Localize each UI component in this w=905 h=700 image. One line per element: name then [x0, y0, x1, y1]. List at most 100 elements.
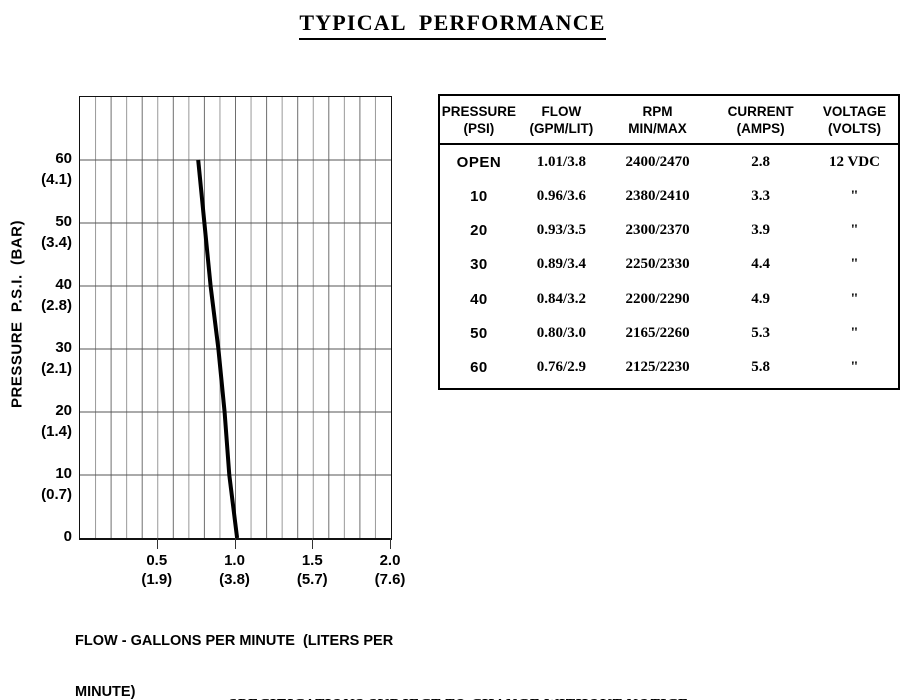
- y-tick-label: 60 (4.1): [0, 148, 72, 190]
- table-cell: 2125/2230: [625, 359, 690, 376]
- y-tick-label: 0: [0, 526, 72, 547]
- table-header-cell: CURRENT (AMPS): [710, 103, 811, 137]
- y-axis-title: PRESSURE P.S.I. (BAR): [8, 220, 26, 408]
- chart-grid-and-line: [80, 97, 391, 538]
- table-cell: 10: [470, 187, 488, 205]
- table-cell: 3.9: [751, 222, 770, 239]
- y-tick-psi: 30: [55, 339, 72, 356]
- table-cell: 1.01/3.8: [536, 153, 586, 170]
- header-line1: PRESSURE: [441, 104, 517, 119]
- header-line2: (GPM/LIT): [529, 121, 594, 136]
- table-row: 60 0.76/2.9 2125/2230 5.8 ": [440, 359, 898, 376]
- table-cell: 4.4: [751, 256, 770, 273]
- table-header-cell: VOLTAGE (VOLTS): [811, 103, 898, 137]
- table-cell: 0.76/2.9: [536, 359, 586, 376]
- x-tick-lit: (1.9): [141, 571, 173, 588]
- table-body: OPEN 1.01/3.8 2400/2470 2.8 12 VDC 10 0.96/3.6…: [440, 145, 898, 385]
- y-tick-bar: (2.8): [41, 297, 72, 314]
- y-tick-psi: 60: [55, 150, 72, 167]
- header-line2: (AMPS): [736, 121, 785, 136]
- table-cell: 12 VDC: [828, 153, 880, 170]
- y-tick-label: 50 (3.4): [0, 211, 72, 253]
- x-tick-lit: (5.7): [296, 571, 328, 588]
- table-cell: ": [850, 187, 859, 204]
- table-cell: ": [850, 359, 859, 376]
- x-tick-label: 1.5 (5.7): [270, 551, 354, 589]
- x-tick-mark: [312, 538, 314, 549]
- table-cell: 0.93/3.5: [536, 222, 586, 239]
- footnotes: -SPECIFICATIONS SUBJECT TO CHANGE WITHOU…: [222, 652, 805, 700]
- x-tick-mark: [234, 538, 236, 549]
- y-tick-label: 20 (1.4): [0, 400, 72, 442]
- table-cell: 0.96/3.6: [536, 187, 586, 204]
- table-header-row: PRESSURE (PSI) FLOW (GPM/LIT) RPM MIN/MAX CURR…: [440, 96, 898, 145]
- table-cell: 4.9: [751, 290, 770, 307]
- y-tick-bar: (2.1): [41, 360, 72, 377]
- table-row: 40 0.84/3.2 2200/2290 4.9 ": [440, 291, 898, 308]
- table-cell: ": [850, 325, 859, 342]
- table-cell: ": [850, 256, 859, 273]
- y-tick-label: 40 (2.8): [0, 274, 72, 316]
- x-tick-lit: (3.8): [219, 571, 250, 588]
- table-cell: 5.3: [751, 325, 770, 342]
- table-cell: 2380/2410: [625, 187, 690, 204]
- table-row: 50 0.80/3.0 2165/2260 5.3 ": [440, 325, 898, 342]
- table-cell: 5.8: [751, 359, 770, 376]
- y-tick-psi: 0: [63, 528, 72, 545]
- x-tick-gpm: 1.5: [301, 552, 323, 569]
- footnote-line-1: -SPECIFICATIONS SUBJECT TO CHANGE WITHOU…: [222, 694, 805, 700]
- x-tick-mark: [390, 538, 391, 549]
- table-cell: OPEN: [456, 153, 502, 171]
- table-row: 20 0.93/3.5 2300/2370 3.9 ": [440, 222, 898, 239]
- page-title: TYPICAL PERFORMANCE: [0, 10, 905, 40]
- header-line1: FLOW: [541, 104, 582, 119]
- performance-table: PRESSURE (PSI) FLOW (GPM/LIT) RPM MIN/MAX CURR…: [438, 94, 900, 390]
- x-tick-lit: (7.6): [374, 571, 406, 588]
- table-cell: 2165/2260: [625, 325, 690, 342]
- table-row: 10 0.96/3.6 2380/2410 3.3 ": [440, 188, 898, 205]
- header-line1: RPM: [642, 104, 673, 119]
- x-axis-title-line2: MINUTE): [75, 684, 136, 700]
- y-tick-psi: 50: [55, 213, 72, 230]
- header-line2: (VOLTS): [827, 121, 881, 136]
- y-tick-bar: (3.4): [41, 234, 72, 251]
- table-cell: 50: [470, 325, 488, 343]
- chart-plot-area: [79, 96, 392, 540]
- y-tick-bar: (0.7): [41, 486, 72, 503]
- x-tick-mark: [156, 538, 158, 549]
- table-cell: 0.89/3.4: [536, 256, 586, 273]
- table-cell: 2.8: [751, 153, 770, 170]
- table-cell: 30: [470, 256, 488, 274]
- table-row: OPEN 1.01/3.8 2400/2470 2.8 12 VDC: [440, 154, 898, 171]
- table-header-cell: FLOW (GPM/LIT): [518, 103, 605, 137]
- table-cell: 60: [470, 359, 488, 377]
- table-header-cell: PRESSURE (PSI): [440, 103, 518, 137]
- performance-curve: [196, 159, 240, 538]
- y-tick-psi: 10: [55, 465, 72, 482]
- table-cell: 20: [470, 222, 488, 240]
- header-line2: (PSI): [463, 121, 495, 136]
- table-header-cell: RPM MIN/MAX: [605, 103, 710, 137]
- table-cell: 0.84/3.2: [536, 290, 586, 307]
- table-cell: ": [850, 222, 859, 239]
- table-cell: 40: [470, 290, 488, 308]
- x-tick-gpm: 0.5: [146, 552, 168, 569]
- header-line1: VOLTAGE: [822, 104, 887, 119]
- x-tick-label: 0.5 (1.9): [115, 551, 199, 589]
- y-tick-psi: 40: [55, 276, 72, 293]
- x-tick-label: 2.0 (7.6): [348, 551, 432, 589]
- table-row: 30 0.89/3.4 2250/2330 4.4 ": [440, 256, 898, 273]
- table-cell: 0.80/3.0: [536, 325, 586, 342]
- y-tick-bar: (1.4): [41, 423, 72, 440]
- y-tick-bar: (4.1): [41, 171, 72, 188]
- table-cell: 2300/2370: [625, 222, 690, 239]
- x-tick-label: 1.0 (3.8): [193, 551, 277, 589]
- x-axis-title: FLOW - GALLONS PER MINUTE (LITERS PER MI…: [75, 599, 405, 700]
- y-tick-psi: 20: [55, 402, 72, 419]
- table-cell: ": [850, 290, 859, 307]
- header-line1: CURRENT: [727, 104, 794, 119]
- y-tick-label: 30 (2.1): [0, 337, 72, 379]
- table-cell: 3.3: [751, 187, 770, 204]
- x-axis-title-line1: FLOW - GALLONS PER MINUTE (LITERS PER: [75, 633, 394, 649]
